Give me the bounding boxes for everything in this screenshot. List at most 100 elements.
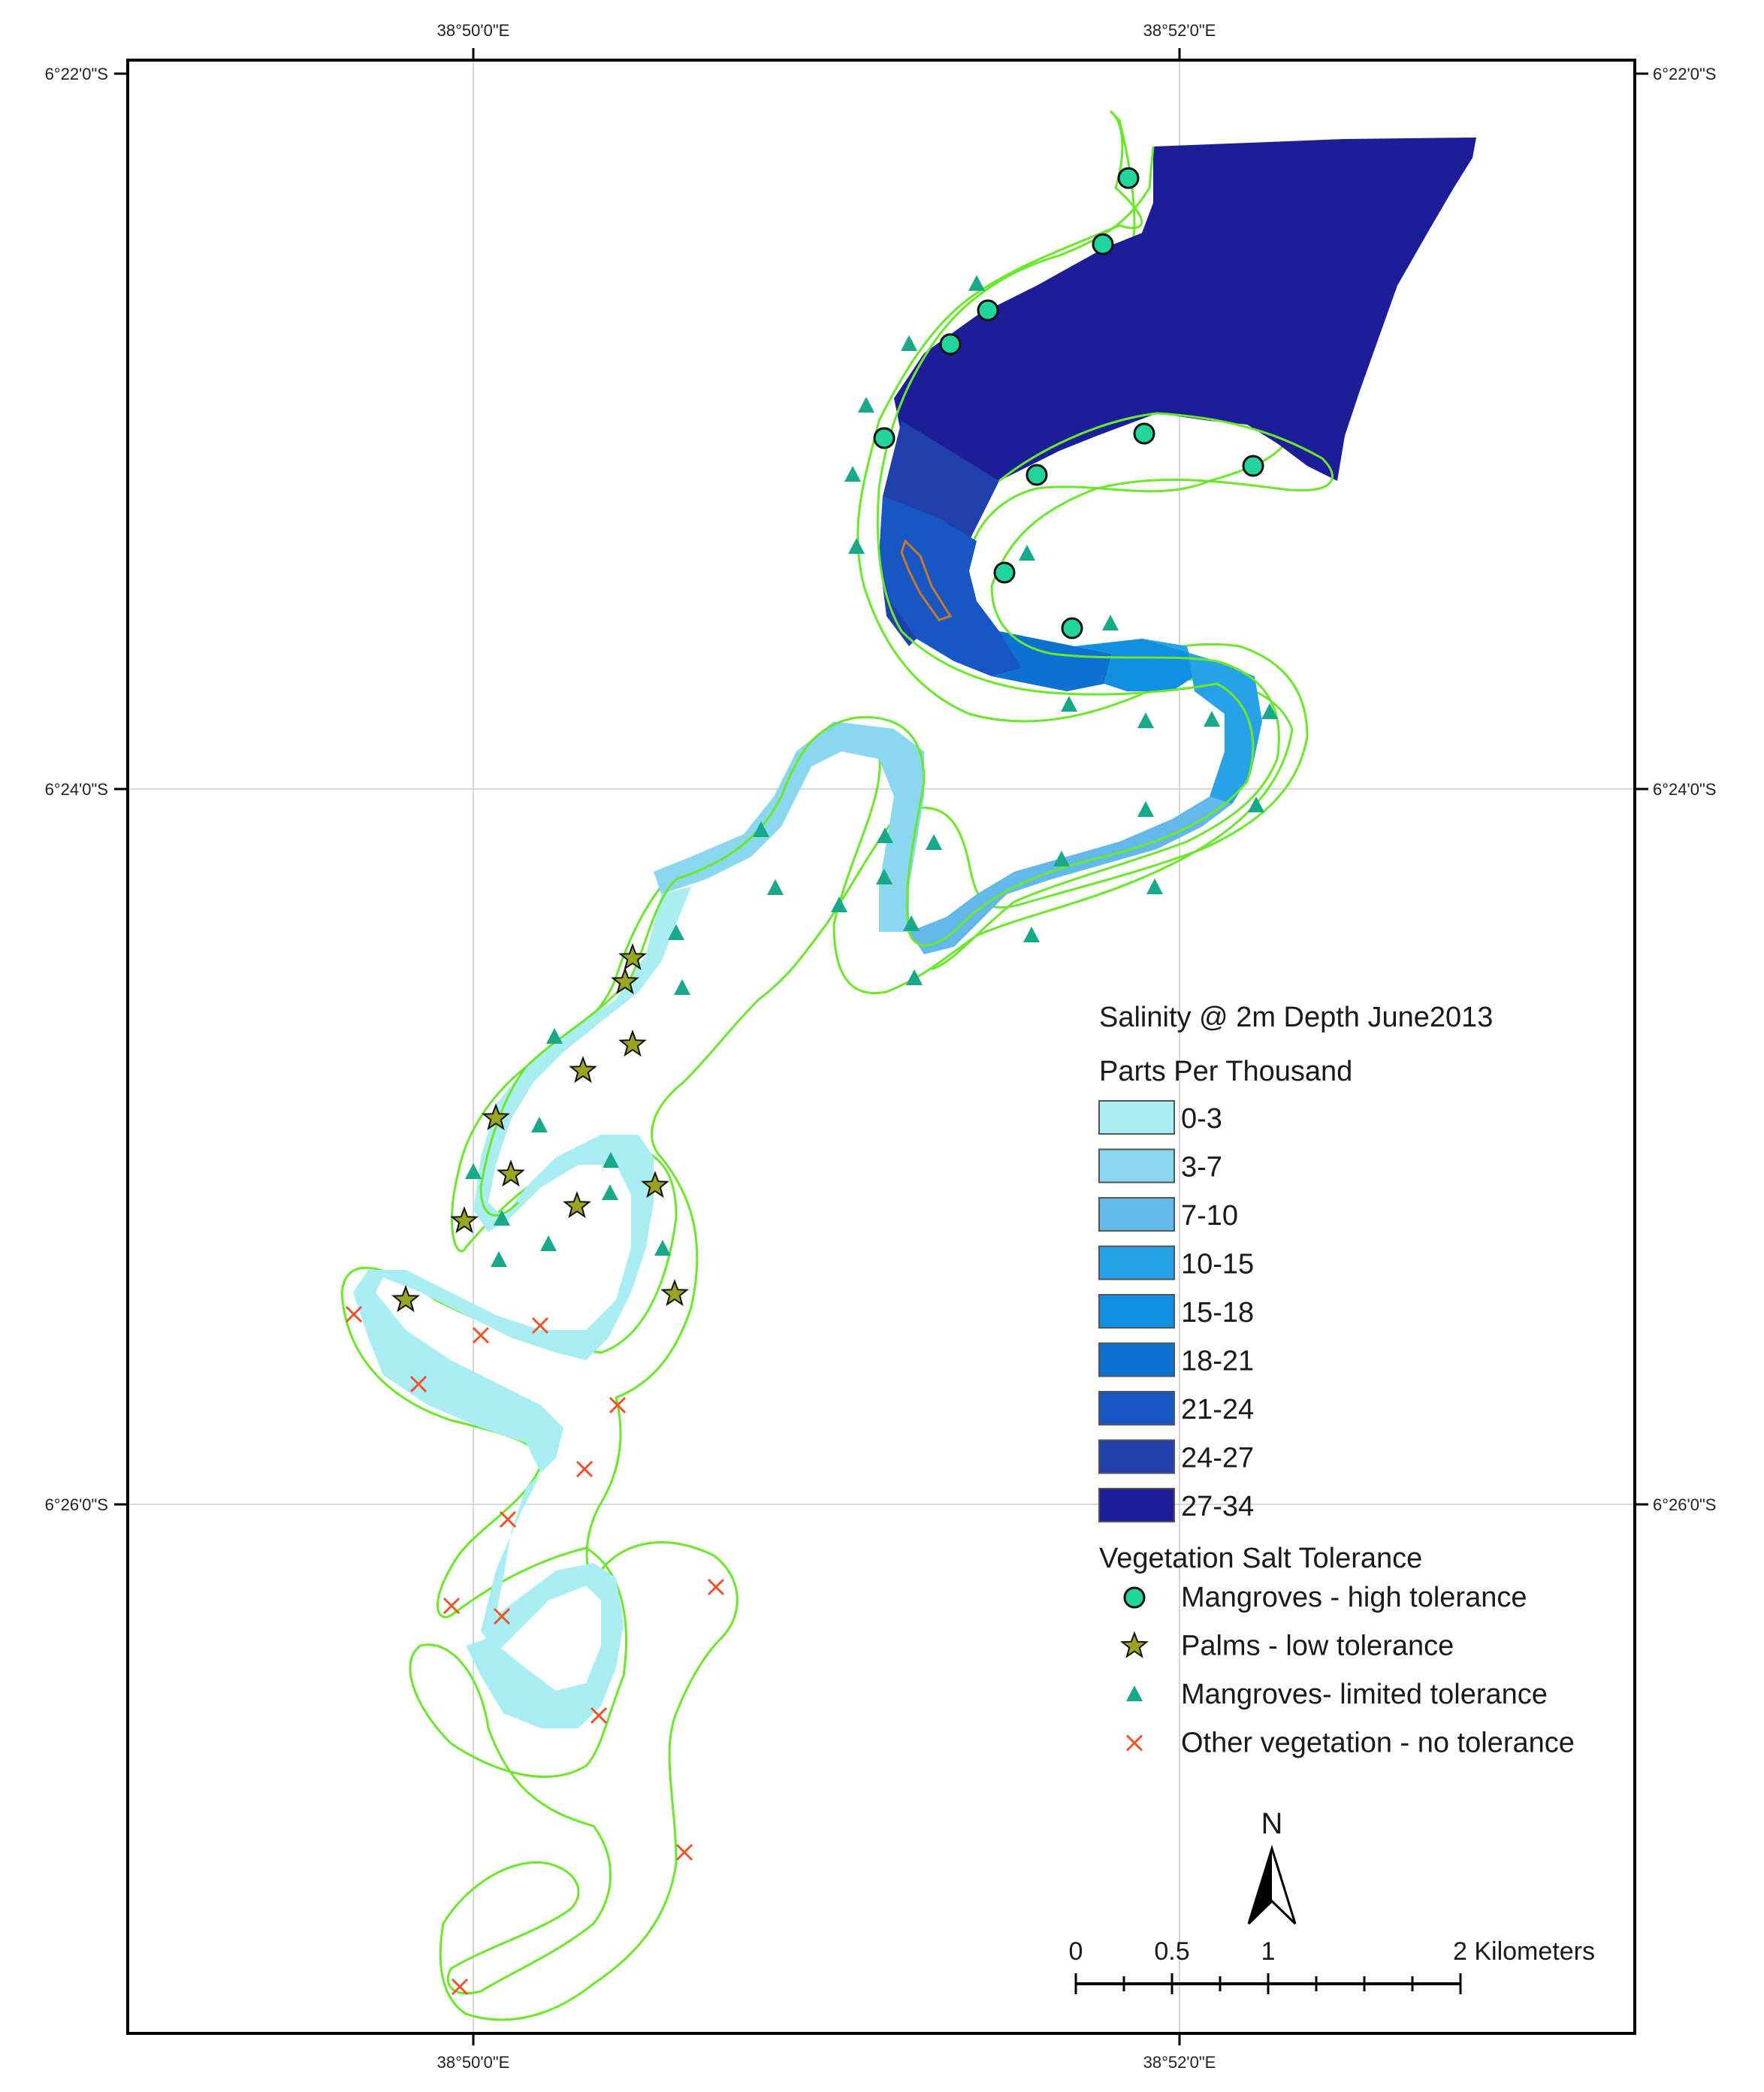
mangrove-limited-point [831, 896, 847, 912]
other-vegetation-point [707, 1578, 725, 1596]
legend-classes: 0-3 3-7 7-10 10-15 15-18 18-21 21-24 24-27 27-34 [1098, 1100, 1254, 1522]
mangrove-limited-point [901, 335, 917, 351]
legend-class-label: 18-21 [1181, 1346, 1254, 1377]
mangrove-limited-point [668, 924, 684, 940]
other-vegetation-point [345, 1305, 363, 1323]
mangrove-limited-point [603, 1152, 619, 1168]
mangrove-limited-point [1261, 703, 1278, 719]
legend-star-icon [1120, 1631, 1149, 1658]
mangrove-limited-point [848, 538, 865, 554]
legend-swatch-10-15 [1098, 1245, 1175, 1280]
other-vegetation-point [409, 1375, 427, 1393]
orange-outline-feature [900, 539, 953, 621]
left-label-1: 6°22'0"S [45, 65, 108, 83]
mangrove-high-point [1133, 422, 1155, 445]
mangrove-limited-point [1137, 801, 1154, 817]
mangrove-limited-point [903, 915, 920, 931]
mangrove-limited-point [465, 1163, 482, 1179]
salinity-raster [353, 138, 1476, 1728]
top-label-2: 38°52'0"E [1143, 21, 1216, 40]
legend-title: Salinity @ 2m Depth June2013 [1099, 1002, 1493, 1033]
right-label-2: 6°24'0"S [1653, 780, 1716, 799]
mangrove-limited-point [926, 834, 942, 850]
legend-swatch-21-24 [1098, 1391, 1175, 1425]
legend-class-label: 7-10 [1181, 1200, 1238, 1232]
mangrove-limited-point [602, 1184, 618, 1200]
legend-vegetation-label: Mangroves- limited tolerance [1181, 1679, 1548, 1710]
palm-point [611, 967, 639, 995]
mangrove-limited-point [1061, 696, 1077, 712]
salinity-zone-10-15 [1142, 639, 1262, 804]
mangrove-limited-point [968, 275, 985, 291]
legend-swatch-18-21 [1098, 1342, 1175, 1377]
legend-circle-icon [1123, 1586, 1146, 1609]
mangrove-limited-point [767, 879, 784, 895]
legend-swatch-3-7 [1098, 1148, 1175, 1184]
other-vegetation-point [609, 1396, 627, 1414]
left-label-3: 6°26'0"S [45, 1495, 108, 1514]
river-buffer [340, 110, 1309, 2021]
palm-point [497, 1159, 525, 1187]
legend-swatch-24-27 [1098, 1439, 1175, 1474]
legend: Salinity @ 2m Depth June2013 Parts Per T… [1098, 1002, 1575, 1759]
vegetation-points [345, 167, 1278, 1996]
mangrove-limited-point [877, 827, 893, 843]
mangrove-limited-point [546, 1028, 563, 1044]
mangrove-limited-point [494, 1210, 510, 1226]
legend-vegetation-label: Mangroves - high tolerance [1181, 1582, 1527, 1613]
left-label-2: 6°24'0"S [45, 780, 108, 799]
mangrove-limited-point [1019, 545, 1035, 561]
legend-class-label: 3-7 [1181, 1152, 1222, 1184]
legend-subtitle: Parts Per Thousand [1099, 1056, 1352, 1087]
bottom-label-1: 38°50'0"E [437, 2053, 510, 2072]
other-vegetation-point [493, 1607, 511, 1625]
mangrove-limited-point [858, 397, 874, 413]
mangrove-high-point [1061, 617, 1083, 639]
other-vegetation-point [499, 1510, 517, 1528]
legend-class-label: 15-18 [1181, 1297, 1254, 1329]
salinity-zone-7-10 [909, 797, 1232, 954]
other-vegetation-point [531, 1317, 549, 1335]
other-vegetation-point [443, 1597, 461, 1615]
other-vegetation-point [451, 1978, 469, 1996]
scale-label-1: 1 [1261, 1937, 1276, 1966]
other-vegetation-point [675, 1843, 693, 1861]
palm-point [563, 1191, 591, 1219]
palm-point [450, 1206, 479, 1234]
salinity-zone-21-24 [879, 496, 1029, 676]
mangrove-high-point [939, 333, 962, 355]
mangrove-high-point [1117, 167, 1140, 189]
mangrove-limited-point [491, 1251, 507, 1267]
frame-ticks [114, 48, 1648, 2045]
legend-triangle-icon [1126, 1685, 1143, 1701]
scale-label-0: 0 [1069, 1937, 1083, 1966]
mangrove-limited-point [1102, 615, 1119, 630]
salinity-zone-18-21 [992, 631, 1112, 691]
mangrove-high-point [1092, 233, 1114, 255]
palm-point [618, 1029, 647, 1057]
mangrove-limited-point [1146, 878, 1163, 894]
right-label-3: 6°26'0"S [1653, 1495, 1716, 1514]
right-label-1: 6°22'0"S [1653, 65, 1716, 83]
mangrove-limited-point [1248, 797, 1264, 812]
mangrove-high-point [993, 561, 1016, 584]
legend-swatch-15-18 [1098, 1294, 1175, 1329]
mangrove-limited-point [876, 869, 893, 884]
other-vegetation-point [575, 1460, 594, 1478]
legend-vegetation: Mangroves - high tolerance Palms - low to… [1120, 1582, 1575, 1759]
mangrove-high-point [873, 427, 896, 449]
salinity-zone-27-34 [894, 138, 1476, 481]
bottom-label-2: 38°52'0"E [1143, 2053, 1216, 2072]
palm-point [482, 1103, 510, 1131]
legend-swatch-7-10 [1098, 1197, 1175, 1232]
mangrove-high-point [977, 299, 999, 322]
other-vegetation-point [590, 1707, 608, 1725]
salinity-zone-3-7 [654, 721, 924, 932]
palm-point [618, 943, 647, 971]
palm-point [569, 1056, 597, 1084]
mangrove-limited-point [654, 1240, 671, 1256]
mangrove-limited-point [540, 1235, 557, 1251]
mangrove-limited-point [1204, 711, 1220, 727]
mangrove-high-point [1242, 455, 1264, 477]
